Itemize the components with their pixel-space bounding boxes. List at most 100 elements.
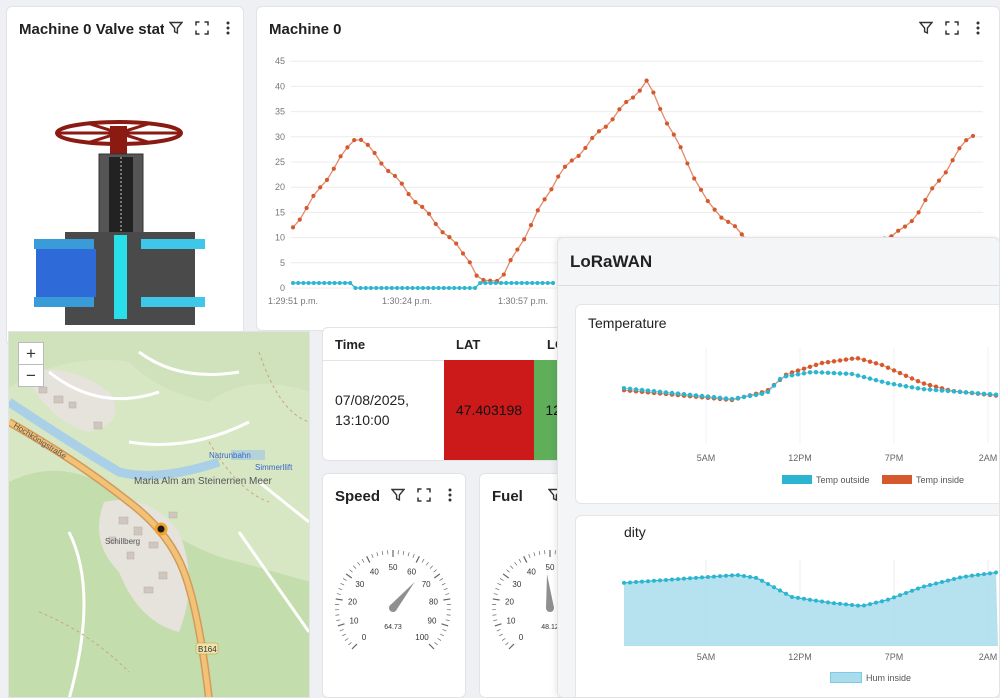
map-location-marker[interactable]: [154, 522, 168, 536]
table-cell-lat: 47.403198: [444, 360, 534, 460]
data-point: [952, 577, 956, 581]
gauge-tick: [336, 593, 341, 595]
gauge-hub: [389, 604, 397, 612]
map-zoom-in-button[interactable]: +: [18, 342, 44, 365]
gauge-scale-label: 60: [407, 567, 416, 576]
data-point: [634, 580, 638, 585]
data-point: [789, 373, 795, 378]
data-point: [930, 186, 935, 191]
data-point: [405, 286, 410, 290]
y-tick-label: 40: [275, 81, 285, 91]
data-point: [454, 241, 459, 246]
legend-label: Temp outside: [816, 474, 870, 485]
fuel-gauge-title: Fuel: [492, 488, 523, 505]
gauge-scale-label: 70: [422, 580, 431, 589]
gauge-tick: [376, 552, 379, 557]
data-point: [596, 129, 602, 134]
gauge-scale-label: 0: [362, 633, 367, 642]
more-options-icon[interactable]: [219, 19, 236, 36]
data-point: [562, 164, 568, 169]
fullscreen-icon[interactable]: [415, 486, 432, 503]
data-point: [317, 280, 321, 285]
data-point: [711, 395, 717, 400]
data-point: [950, 158, 955, 163]
data-point: [291, 280, 295, 285]
valve-status-card: Machine 0 Valve status: [6, 6, 244, 346]
more-options-icon[interactable]: [441, 486, 458, 503]
gauge-scale-label: 20: [505, 598, 514, 607]
table-header-lat[interactable]: LAT: [456, 337, 481, 352]
data-point: [867, 359, 873, 364]
map-zoom-out-button[interactable]: −: [18, 364, 44, 387]
data-point: [481, 277, 486, 283]
data-point: [395, 286, 399, 290]
data-point: [868, 602, 872, 607]
data-point: [873, 377, 879, 383]
gauge-tick: [518, 558, 522, 563]
gauge-tick: [433, 569, 437, 573]
gauge-tick: [439, 578, 444, 581]
more-options-icon[interactable]: [969, 19, 986, 36]
data-point: [698, 187, 704, 192]
gauge-needle: [389, 581, 415, 611]
y-tick-label: 5: [280, 258, 285, 268]
legend-hum-inside[interactable]: Hum inside: [830, 672, 911, 683]
filter-icon[interactable]: [389, 486, 406, 503]
gauge-scale-label: 100: [415, 633, 429, 642]
data-point: [874, 600, 878, 605]
data-point: [551, 280, 555, 285]
gauge-scale-label: 10: [507, 617, 516, 626]
legend-temp-outside[interactable]: Temp outside: [782, 475, 870, 485]
data-point: [694, 575, 698, 580]
data-point: [372, 150, 377, 156]
gauge-tick: [381, 550, 384, 556]
fullscreen-icon[interactable]: [193, 19, 210, 36]
data-point: [849, 371, 855, 377]
data-point: [940, 580, 944, 584]
data-point: [915, 379, 921, 384]
data-point: [843, 371, 849, 376]
fullscreen-icon[interactable]: [943, 19, 960, 36]
machine-chart-title: Machine 0: [269, 21, 342, 38]
gauge-scale-label: 40: [370, 567, 379, 576]
data-point: [338, 154, 343, 159]
data-point: [569, 158, 574, 163]
data-point: [462, 286, 467, 290]
data-point: [753, 392, 759, 398]
data-point: [819, 360, 825, 366]
gauge-value-label: 64.73: [384, 624, 402, 631]
data-point: [732, 224, 738, 229]
data-point: [993, 392, 999, 397]
data-point: [535, 280, 540, 285]
data-point: [915, 386, 921, 391]
gauge-tick: [441, 582, 446, 586]
map-card[interactable]: Maria Alm am Steinernen Meer Hochkönigst…: [8, 331, 310, 698]
data-point: [413, 200, 418, 205]
speed-gauge-dial: 010 20 30 40 50 60 70 80 90 100 64.73: [335, 550, 451, 650]
data-point: [433, 221, 438, 227]
data-point: [891, 368, 897, 373]
data-point: [916, 586, 920, 591]
data-point: [493, 280, 498, 285]
valve-card-title: Machine 0 Valve status: [19, 21, 164, 38]
data-point: [916, 210, 921, 215]
data-point: [651, 90, 656, 95]
data-point: [420, 204, 425, 210]
data-point: [988, 571, 992, 576]
data-point: [658, 578, 662, 583]
filter-icon[interactable]: [167, 19, 184, 36]
filter-icon[interactable]: [917, 19, 934, 36]
data-point: [304, 205, 309, 211]
lorawan-title: LoRaWAN: [570, 252, 653, 271]
data-point: [945, 388, 951, 394]
data-point: [837, 358, 843, 363]
table-header-time[interactable]: Time: [335, 337, 366, 352]
data-point: [831, 359, 837, 364]
legend-temp-inside[interactable]: Temp inside: [881, 475, 964, 485]
gauge-tick: [502, 573, 510, 579]
data-point: [457, 286, 462, 290]
gauge-tick: [349, 569, 353, 573]
data-point: [909, 385, 915, 390]
data-point: [693, 393, 699, 398]
data-point: [515, 247, 520, 252]
